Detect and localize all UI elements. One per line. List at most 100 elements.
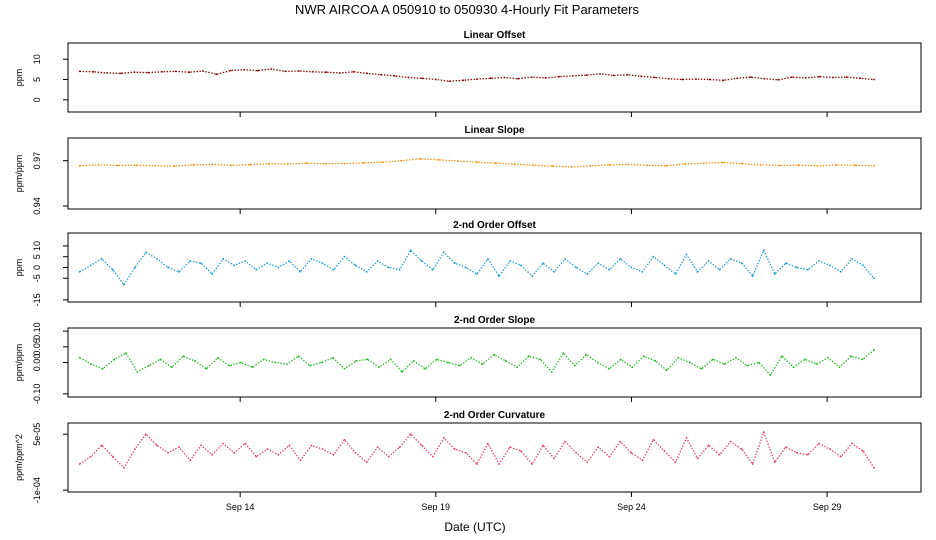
panel-3-data-point	[542, 262, 544, 265]
panel-4-data-point	[297, 355, 300, 358]
panel-3-data-point	[818, 260, 820, 262]
panel-4-data-point	[608, 367, 611, 370]
panel-1-data-point	[695, 78, 697, 80]
panel-3-data-point	[189, 260, 192, 262]
panel-3-data-point	[807, 268, 809, 271]
panel-1-data-point	[667, 77, 670, 80]
panel-2-data-point	[627, 163, 630, 166]
panel-4-data-point	[838, 366, 841, 369]
panel-4-y-axis-label: ppm/ppm	[14, 344, 24, 382]
panel-5-data-point	[718, 453, 721, 456]
panel-4-data-point	[562, 352, 565, 354]
panel-3-data-point	[211, 273, 214, 275]
panel-3-data-point	[531, 275, 533, 277]
panel-5-data-point	[321, 448, 324, 450]
panel-5-data-point	[531, 463, 533, 465]
panel-3-data-point	[78, 270, 81, 273]
panel-4-data-point	[366, 358, 369, 361]
panel-5-data-point	[178, 446, 180, 449]
panel-2-data-point	[97, 164, 100, 166]
panel-5-data-point	[851, 442, 853, 445]
panel-4-data-point	[781, 355, 783, 358]
panel-2-data-point	[835, 164, 838, 166]
panel-4-data-point	[769, 374, 772, 376]
panel-3-data-point	[575, 266, 578, 269]
panel-4-data-point	[228, 364, 231, 367]
panel-1-y-tick-label: 0	[32, 97, 42, 102]
panel-5-data-point	[409, 433, 412, 436]
panel-5-data-point	[100, 444, 103, 447]
panel-2-data-point	[286, 163, 289, 166]
panel-1-data-point	[859, 77, 862, 80]
panel-4-data-point	[850, 355, 852, 358]
panel-1-data-point	[188, 71, 191, 74]
panel-5-data-point	[707, 444, 710, 447]
panel-4-data-point	[596, 361, 599, 364]
panel-3-data-point	[167, 266, 169, 269]
panel-4-title: 2-nd Order Slope	[454, 315, 536, 326]
panel-3-data-point	[663, 264, 666, 267]
panel-2-data-point	[457, 160, 459, 162]
panel-3-data-point	[520, 264, 522, 267]
panel-3-data-point	[487, 258, 489, 260]
panel-2-data-point	[438, 159, 440, 161]
panel-5-data-point	[145, 433, 147, 436]
panel-2-data-point	[268, 162, 270, 165]
panel-1-data-point	[325, 71, 328, 74]
panel-4-data-point	[401, 371, 403, 373]
panel-3-data-point	[332, 268, 335, 271]
panel-4-data-point	[827, 356, 829, 359]
panel-3-data-point	[134, 266, 136, 269]
panel-1-data-point	[215, 73, 218, 76]
chart-title: NWR AIRCOA A 050910 to 050930 4-Hourly F…	[295, 2, 639, 17]
panel-4-data-point	[240, 361, 242, 364]
panel-5-data-point	[575, 451, 578, 454]
panel-2-data-point	[816, 165, 819, 167]
panel-5-data-point	[586, 461, 589, 464]
panel-4-data-point	[723, 363, 726, 365]
panel-5-data-point	[476, 463, 478, 465]
panel-5-data-point	[288, 444, 291, 447]
panel-4-data-point	[251, 366, 254, 369]
panel-2-data-point	[740, 162, 743, 165]
panel-5-data-point	[244, 442, 247, 445]
panel-3-data-point	[321, 262, 324, 265]
panel-4-data-point	[665, 369, 668, 372]
panel-4-data-point	[527, 355, 530, 358]
panel-4-data-point	[873, 349, 875, 351]
panel-5-data-point	[255, 455, 258, 458]
panel-4-data-point	[493, 353, 496, 356]
panel-1-data-point	[654, 76, 656, 79]
panel-1-data-point	[339, 72, 341, 74]
panel-2-data-point	[873, 164, 875, 167]
panel-1-data-point	[489, 77, 492, 80]
panel-1-data-point	[708, 78, 711, 81]
x-tick-label: Sep 24	[617, 502, 646, 512]
panel-1-data-point	[599, 72, 601, 75]
panel-1-data-point	[352, 70, 355, 73]
panel-4-data-point	[642, 355, 645, 358]
panel-2-data-point	[154, 165, 157, 167]
panel-2-data-point	[532, 164, 535, 167]
panel-3-y-tick-label: 5	[32, 254, 42, 259]
panel-4-data-point	[470, 356, 472, 359]
panel-5-data-point	[652, 438, 655, 441]
panel-3-data-point	[707, 260, 710, 262]
panel-1-data-point	[544, 77, 547, 79]
panel-3-data-point	[387, 266, 390, 269]
panel-4-data-point	[424, 367, 426, 370]
panel-3-data-point	[597, 262, 600, 265]
panel-1-data-point	[202, 70, 204, 72]
panel-2-data-point	[324, 162, 327, 165]
panel-1-data-point	[133, 71, 136, 74]
panel-4-data-point	[631, 366, 634, 369]
panel-4-data-point	[458, 364, 461, 367]
panel-5-data-point	[111, 455, 114, 458]
panel-4-data-point	[735, 356, 737, 359]
panel-3-data-point	[244, 260, 247, 262]
panel-2-data-point	[551, 165, 554, 168]
panel-3-data-point	[740, 262, 743, 265]
panel-1-y-axis-label: ppm	[14, 69, 24, 87]
panel-5-data-point	[266, 448, 269, 450]
panel-3-data-point	[266, 262, 269, 265]
